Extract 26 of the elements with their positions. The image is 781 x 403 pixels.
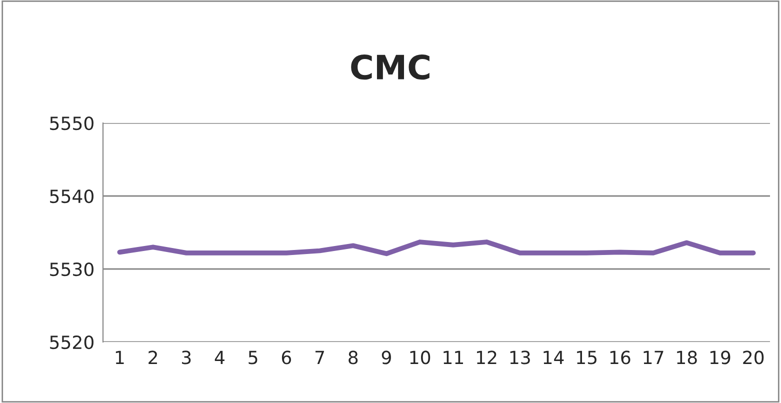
x-tick-label: 9 [382,350,391,364]
x-tick-label: 17 [644,350,664,364]
x-tick-label: 18 [677,350,697,364]
x-tick-label: 13 [510,350,530,364]
y-tick-label: 5530 [50,262,94,276]
x-tick-label: 15 [577,350,596,364]
y-tick-label: 5550 [50,116,94,130]
x-tick-label: 20 [743,350,764,364]
x-tick-label: 2 [148,350,157,364]
x-tick-label: 11 [444,350,463,364]
y-tick-label: 5540 [50,189,94,204]
x-tick-label: 7 [316,350,324,364]
x-tick-label: 3 [182,350,191,364]
chart-title: CMC [351,54,430,80]
x-tick-label: 5 [248,350,258,364]
x-tick-label: 14 [544,350,564,364]
x-tick-label: 19 [710,350,730,364]
x-tick-label: 12 [477,350,496,364]
x-tick-label: 1 [116,350,124,364]
x-tick-label: 6 [282,350,292,364]
y-tick-label: 5520 [50,335,94,350]
x-tick-label: 8 [348,350,358,364]
x-tick-label: 4 [214,350,224,364]
x-tick-label: 16 [610,350,630,364]
x-tick-label: 10 [410,350,430,364]
line-series [117,240,756,256]
